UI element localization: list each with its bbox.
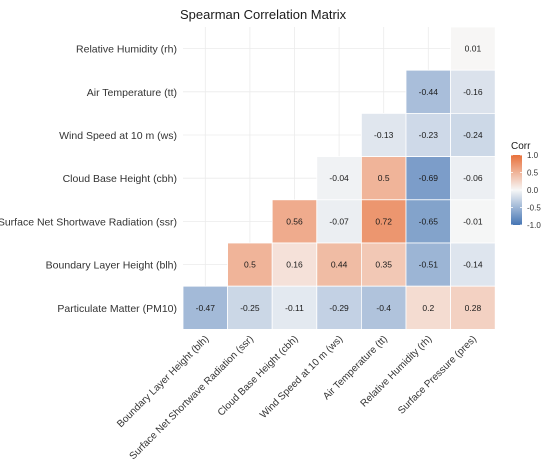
x-tick-label: Boundary Layer Height (blh) bbox=[115, 334, 211, 430]
legend-tick-label: 0.0 bbox=[527, 186, 539, 195]
cell-value-label: 0.5 bbox=[244, 260, 256, 270]
cell-value-label: 0.5 bbox=[378, 173, 390, 183]
y-tick-label: Particulate Matter (PM10) bbox=[57, 303, 177, 315]
heatmap-cell bbox=[450, 69, 496, 114]
cell-value-label: 0.44 bbox=[331, 260, 348, 270]
cell-value-label: -0.16 bbox=[463, 87, 483, 97]
heatmap-cell bbox=[405, 113, 451, 158]
cell-value-label: 0.01 bbox=[465, 44, 482, 54]
y-axis-tick-labels: Relative Humidity (rh) Air Temperature (t… bbox=[0, 44, 177, 315]
heatmap-cell bbox=[360, 156, 407, 201]
heatmap-cell bbox=[405, 199, 451, 244]
x-axis-tick-labels: Boundary Layer Height (blh)Surface Net S… bbox=[115, 334, 479, 462]
legend-tick-label: 1.0 bbox=[527, 151, 539, 160]
heatmap-cell bbox=[405, 285, 451, 330]
heatmap-cell bbox=[227, 285, 273, 330]
x-tick-label: Cloud Base Height (cbh) bbox=[216, 334, 301, 419]
y-tick-label: Surface Net Shortwave Radiation (ssr) bbox=[0, 216, 177, 228]
x-tick-label: Surface Pressure (pres) bbox=[396, 334, 479, 417]
heatmap-cells: 0.01 -0.44 -0.16 -0.13 -0.23 -0.24 -0.04 0.5 -0.… bbox=[182, 26, 496, 330]
cell-value-label: 0.28 bbox=[465, 303, 482, 313]
heatmap-cell bbox=[316, 285, 362, 330]
legend-tick-label: -1.0 bbox=[527, 221, 541, 230]
heatmap-cell bbox=[360, 113, 407, 158]
cell-value-label: -0.24 bbox=[463, 130, 483, 140]
heatmap-cell bbox=[182, 285, 228, 330]
cell-value-label: -0.06 bbox=[463, 173, 483, 183]
cell-value-label: -0.65 bbox=[419, 216, 439, 226]
heatmap-cell bbox=[316, 156, 362, 201]
y-tick-label: Relative Humidity (rh) bbox=[76, 44, 177, 56]
cell-value-label: -0.51 bbox=[419, 260, 439, 270]
cell-value-label: 0.56 bbox=[286, 216, 303, 226]
heatmap-cell bbox=[360, 199, 407, 244]
heatmap-cell bbox=[450, 26, 496, 71]
heatmap-cell bbox=[405, 156, 451, 201]
cell-value-label: -0.11 bbox=[285, 303, 304, 313]
heatmap-cell bbox=[360, 285, 407, 330]
cell-value-label: -0.25 bbox=[240, 303, 260, 313]
cell-value-label: -0.01 bbox=[463, 216, 483, 226]
y-tick-label: Boundary Layer Height (blh) bbox=[46, 260, 177, 272]
heatmap-cell bbox=[450, 285, 496, 330]
heatmap-cell bbox=[271, 242, 318, 287]
legend-tick-label: 0.5 bbox=[527, 169, 539, 178]
cell-value-label: -0.14 bbox=[463, 260, 483, 270]
cell-value-label: 0.72 bbox=[375, 216, 392, 226]
x-tick-label: Wind Speed at 10 m (ws) bbox=[258, 334, 345, 421]
legend-title: Corr bbox=[511, 141, 531, 152]
cell-value-label: -0.29 bbox=[329, 303, 349, 313]
color-legend: Corr 1.0 0.5 0.0 -0.5 -1.0 bbox=[511, 141, 541, 230]
legend-color-bar bbox=[511, 155, 522, 225]
y-tick-label: Cloud Base Height (cbh) bbox=[63, 173, 177, 185]
cell-value-label: -0.07 bbox=[329, 216, 349, 226]
heatmap-cell bbox=[405, 242, 451, 287]
legend-tick-label: -0.5 bbox=[527, 204, 541, 213]
y-tick-label: Air Temperature (tt) bbox=[87, 87, 177, 99]
cell-value-label: -0.13 bbox=[374, 130, 394, 140]
cell-value-label: -0.44 bbox=[419, 87, 439, 97]
cell-value-label: -0.4 bbox=[376, 303, 391, 313]
legend-ticks: 1.0 0.5 0.0 -0.5 -1.0 bbox=[511, 151, 541, 230]
heatmap-cell bbox=[271, 285, 318, 330]
heatmap-cell bbox=[450, 242, 496, 287]
chart-title: Spearman Correlation Matrix bbox=[180, 7, 347, 22]
cell-value-label: 0.35 bbox=[375, 260, 392, 270]
y-tick-label: Wind Speed at 10 m (ws) bbox=[59, 130, 177, 142]
cell-value-label: 0.16 bbox=[286, 260, 303, 270]
cell-value-label: -0.69 bbox=[419, 173, 439, 183]
cell-value-label: -0.23 bbox=[419, 130, 439, 140]
cell-value-label: -0.47 bbox=[196, 303, 216, 313]
heatmap-cell bbox=[450, 113, 496, 158]
heatmap-cell bbox=[316, 242, 362, 287]
cell-value-label: 0.2 bbox=[422, 303, 434, 313]
cell-value-label: -0.04 bbox=[329, 173, 349, 183]
